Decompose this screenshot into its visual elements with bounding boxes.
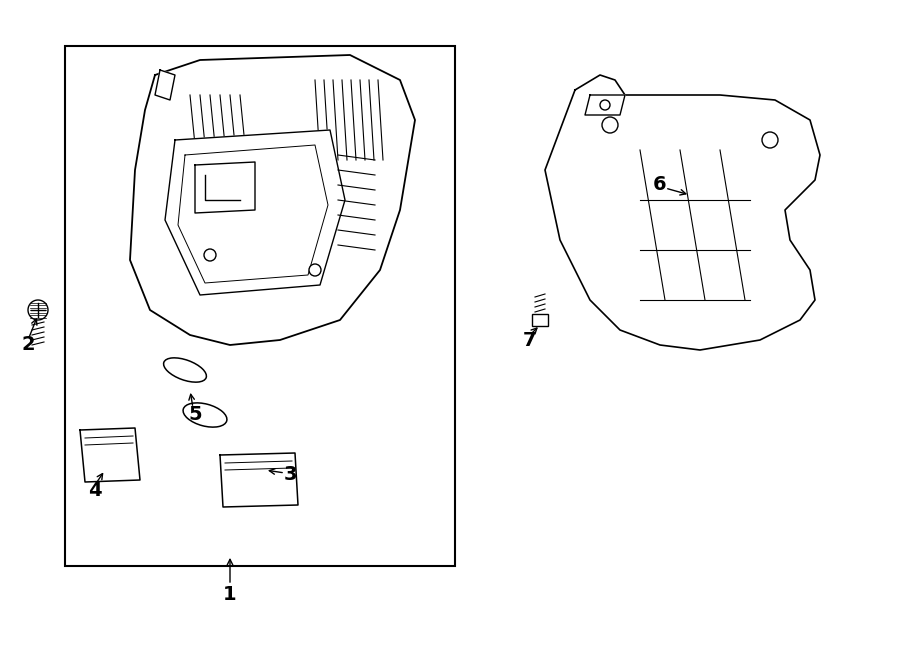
Polygon shape xyxy=(165,130,345,295)
Text: 1: 1 xyxy=(223,586,237,605)
Bar xyxy=(532,314,548,326)
Text: 7: 7 xyxy=(523,330,536,350)
Circle shape xyxy=(602,117,618,133)
Circle shape xyxy=(28,300,48,320)
Ellipse shape xyxy=(164,358,206,382)
Text: 3: 3 xyxy=(284,465,297,485)
Text: 2: 2 xyxy=(22,336,35,354)
Ellipse shape xyxy=(183,403,227,427)
Polygon shape xyxy=(220,453,298,507)
Circle shape xyxy=(762,132,778,148)
Circle shape xyxy=(204,249,216,261)
Bar xyxy=(65,46,455,566)
Polygon shape xyxy=(585,95,625,115)
Circle shape xyxy=(309,264,321,276)
Polygon shape xyxy=(155,70,175,100)
Circle shape xyxy=(600,100,610,110)
Polygon shape xyxy=(195,162,255,213)
Polygon shape xyxy=(545,75,820,350)
Text: 5: 5 xyxy=(188,405,202,424)
Text: 4: 4 xyxy=(88,481,102,500)
Text: 6: 6 xyxy=(653,176,667,194)
Polygon shape xyxy=(80,428,140,482)
Polygon shape xyxy=(130,55,415,345)
